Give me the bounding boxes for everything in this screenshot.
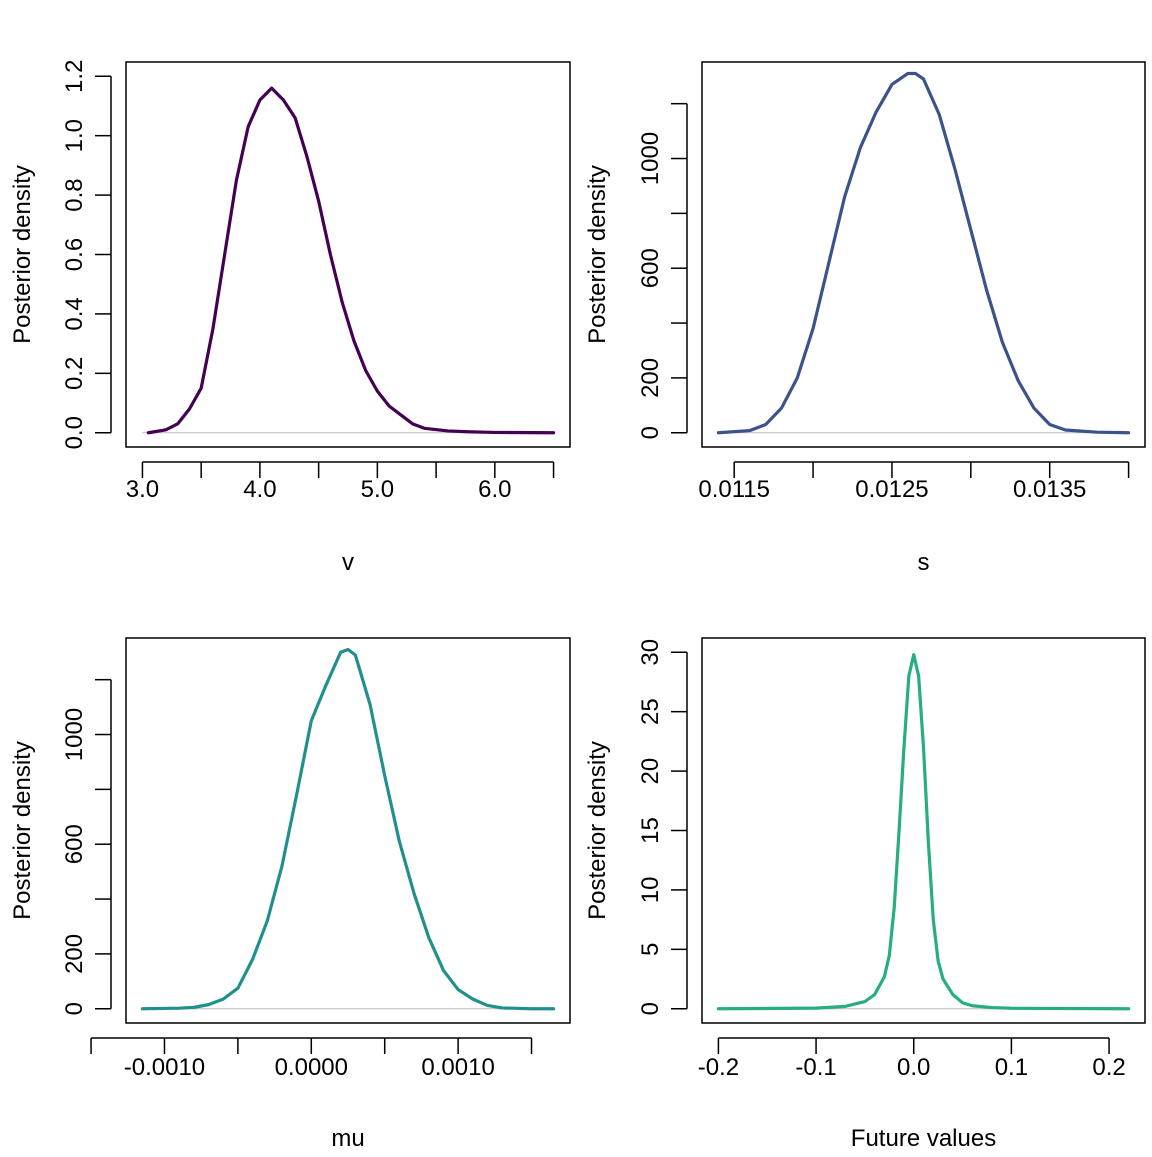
x-tick-label: 0.0 [897, 1054, 930, 1081]
x-tick-label: 3.0 [126, 476, 159, 503]
y-tick-label: 200 [637, 358, 664, 398]
y-axis: 0 200 600 1000 [61, 678, 112, 1015]
x-tick-label: 0.0010 [421, 1054, 494, 1081]
x-axis-title: Future values [851, 1125, 996, 1152]
y-tick-label: 0 [637, 1002, 664, 1015]
x-tick-label: 0.1 [995, 1054, 1028, 1081]
x-axis: -0.0010 0.0000 0.0010 [90, 1037, 533, 1081]
x-axis-title: mu [331, 1125, 364, 1152]
y-tick-label: 0.0 [61, 416, 88, 449]
y-tick-label: 15 [637, 817, 664, 844]
panel-4: -0.2 -0.1 0.0 0.1 0.2 0 5 10 15 20 25 30 Future valu… [584, 637, 1146, 1152]
x-axis: 3.0 4.0 5.0 6.0 [126, 461, 555, 503]
density-line [146, 86, 556, 435]
y-tick-label: 0.2 [61, 357, 88, 390]
panel-1: 3.0 4.0 5.0 6.0 0.0 0.2 0.4 0.6 0.8 1.0 1.2 v Poster… [9, 60, 571, 576]
y-axis-title: Posterior density [9, 741, 36, 920]
y-axis: 0 5 10 15 20 25 30 [637, 639, 688, 1015]
x-tick-label: 0.0115 [698, 476, 770, 503]
panel-2: 0.0115 0.0125 0.0135 0 200 600 1000 s Posterior … [584, 61, 1146, 576]
x-tick-label: 0.0000 [275, 1054, 348, 1081]
density-line [716, 71, 1131, 435]
plot-frame [701, 637, 1146, 1024]
y-axis-title: Posterior density [9, 165, 36, 344]
x-tick-label: 6.0 [478, 476, 511, 503]
y-tick-label: 0.6 [61, 238, 88, 271]
y-axis: 0 200 600 1000 [637, 102, 688, 439]
x-tick-label: -0.2 [698, 1054, 739, 1081]
x-axis-title: s [918, 549, 930, 576]
y-tick-label: 0 [637, 426, 664, 439]
plot-frame [701, 61, 1146, 448]
y-tick-label: 25 [637, 698, 664, 725]
y-tick-label: 10 [637, 877, 664, 904]
y-tick-label: 600 [637, 248, 664, 288]
x-axis: -0.2 -0.1 0.0 0.1 0.2 [698, 1037, 1126, 1081]
x-tick-label: 0.2 [1092, 1054, 1125, 1081]
y-tick-label: 200 [61, 934, 88, 974]
plot-frame [125, 637, 571, 1024]
y-tick-label: 20 [637, 758, 664, 785]
x-tick-label: -0.0010 [124, 1054, 205, 1081]
y-tick-label: 1.0 [61, 119, 88, 152]
y-tick-label: 600 [61, 824, 88, 864]
x-tick-label: 0.0135 [1013, 476, 1086, 503]
density-line [716, 653, 1131, 1011]
panel-3: -0.0010 0.0000 0.0010 0 200 600 1000 mu Posterio… [9, 637, 571, 1152]
y-tick-label: 0.4 [61, 297, 88, 330]
y-axis-title: Posterior density [584, 741, 611, 920]
x-tick-label: 0.0125 [855, 476, 928, 503]
x-axis: 0.0115 0.0125 0.0135 [698, 461, 1130, 503]
y-tick-label: 1.2 [61, 60, 88, 93]
y-tick-label: 30 [637, 639, 664, 666]
x-axis-title: v [342, 549, 354, 576]
y-tick-label: 0 [61, 1002, 88, 1015]
y-axis-title: Posterior density [584, 165, 611, 344]
density-line [140, 647, 556, 1011]
y-axis: 0.0 0.2 0.4 0.6 0.8 1.0 1.2 [61, 60, 112, 449]
x-tick-label: 5.0 [361, 476, 394, 503]
x-tick-label: 4.0 [243, 476, 276, 503]
x-tick-label: -0.1 [795, 1054, 836, 1081]
y-tick-label: 5 [637, 943, 664, 956]
y-tick-label: 0.8 [61, 178, 88, 211]
plot-frame [125, 61, 571, 448]
y-tick-label: 1000 [637, 132, 664, 185]
y-tick-label: 1000 [61, 708, 88, 761]
